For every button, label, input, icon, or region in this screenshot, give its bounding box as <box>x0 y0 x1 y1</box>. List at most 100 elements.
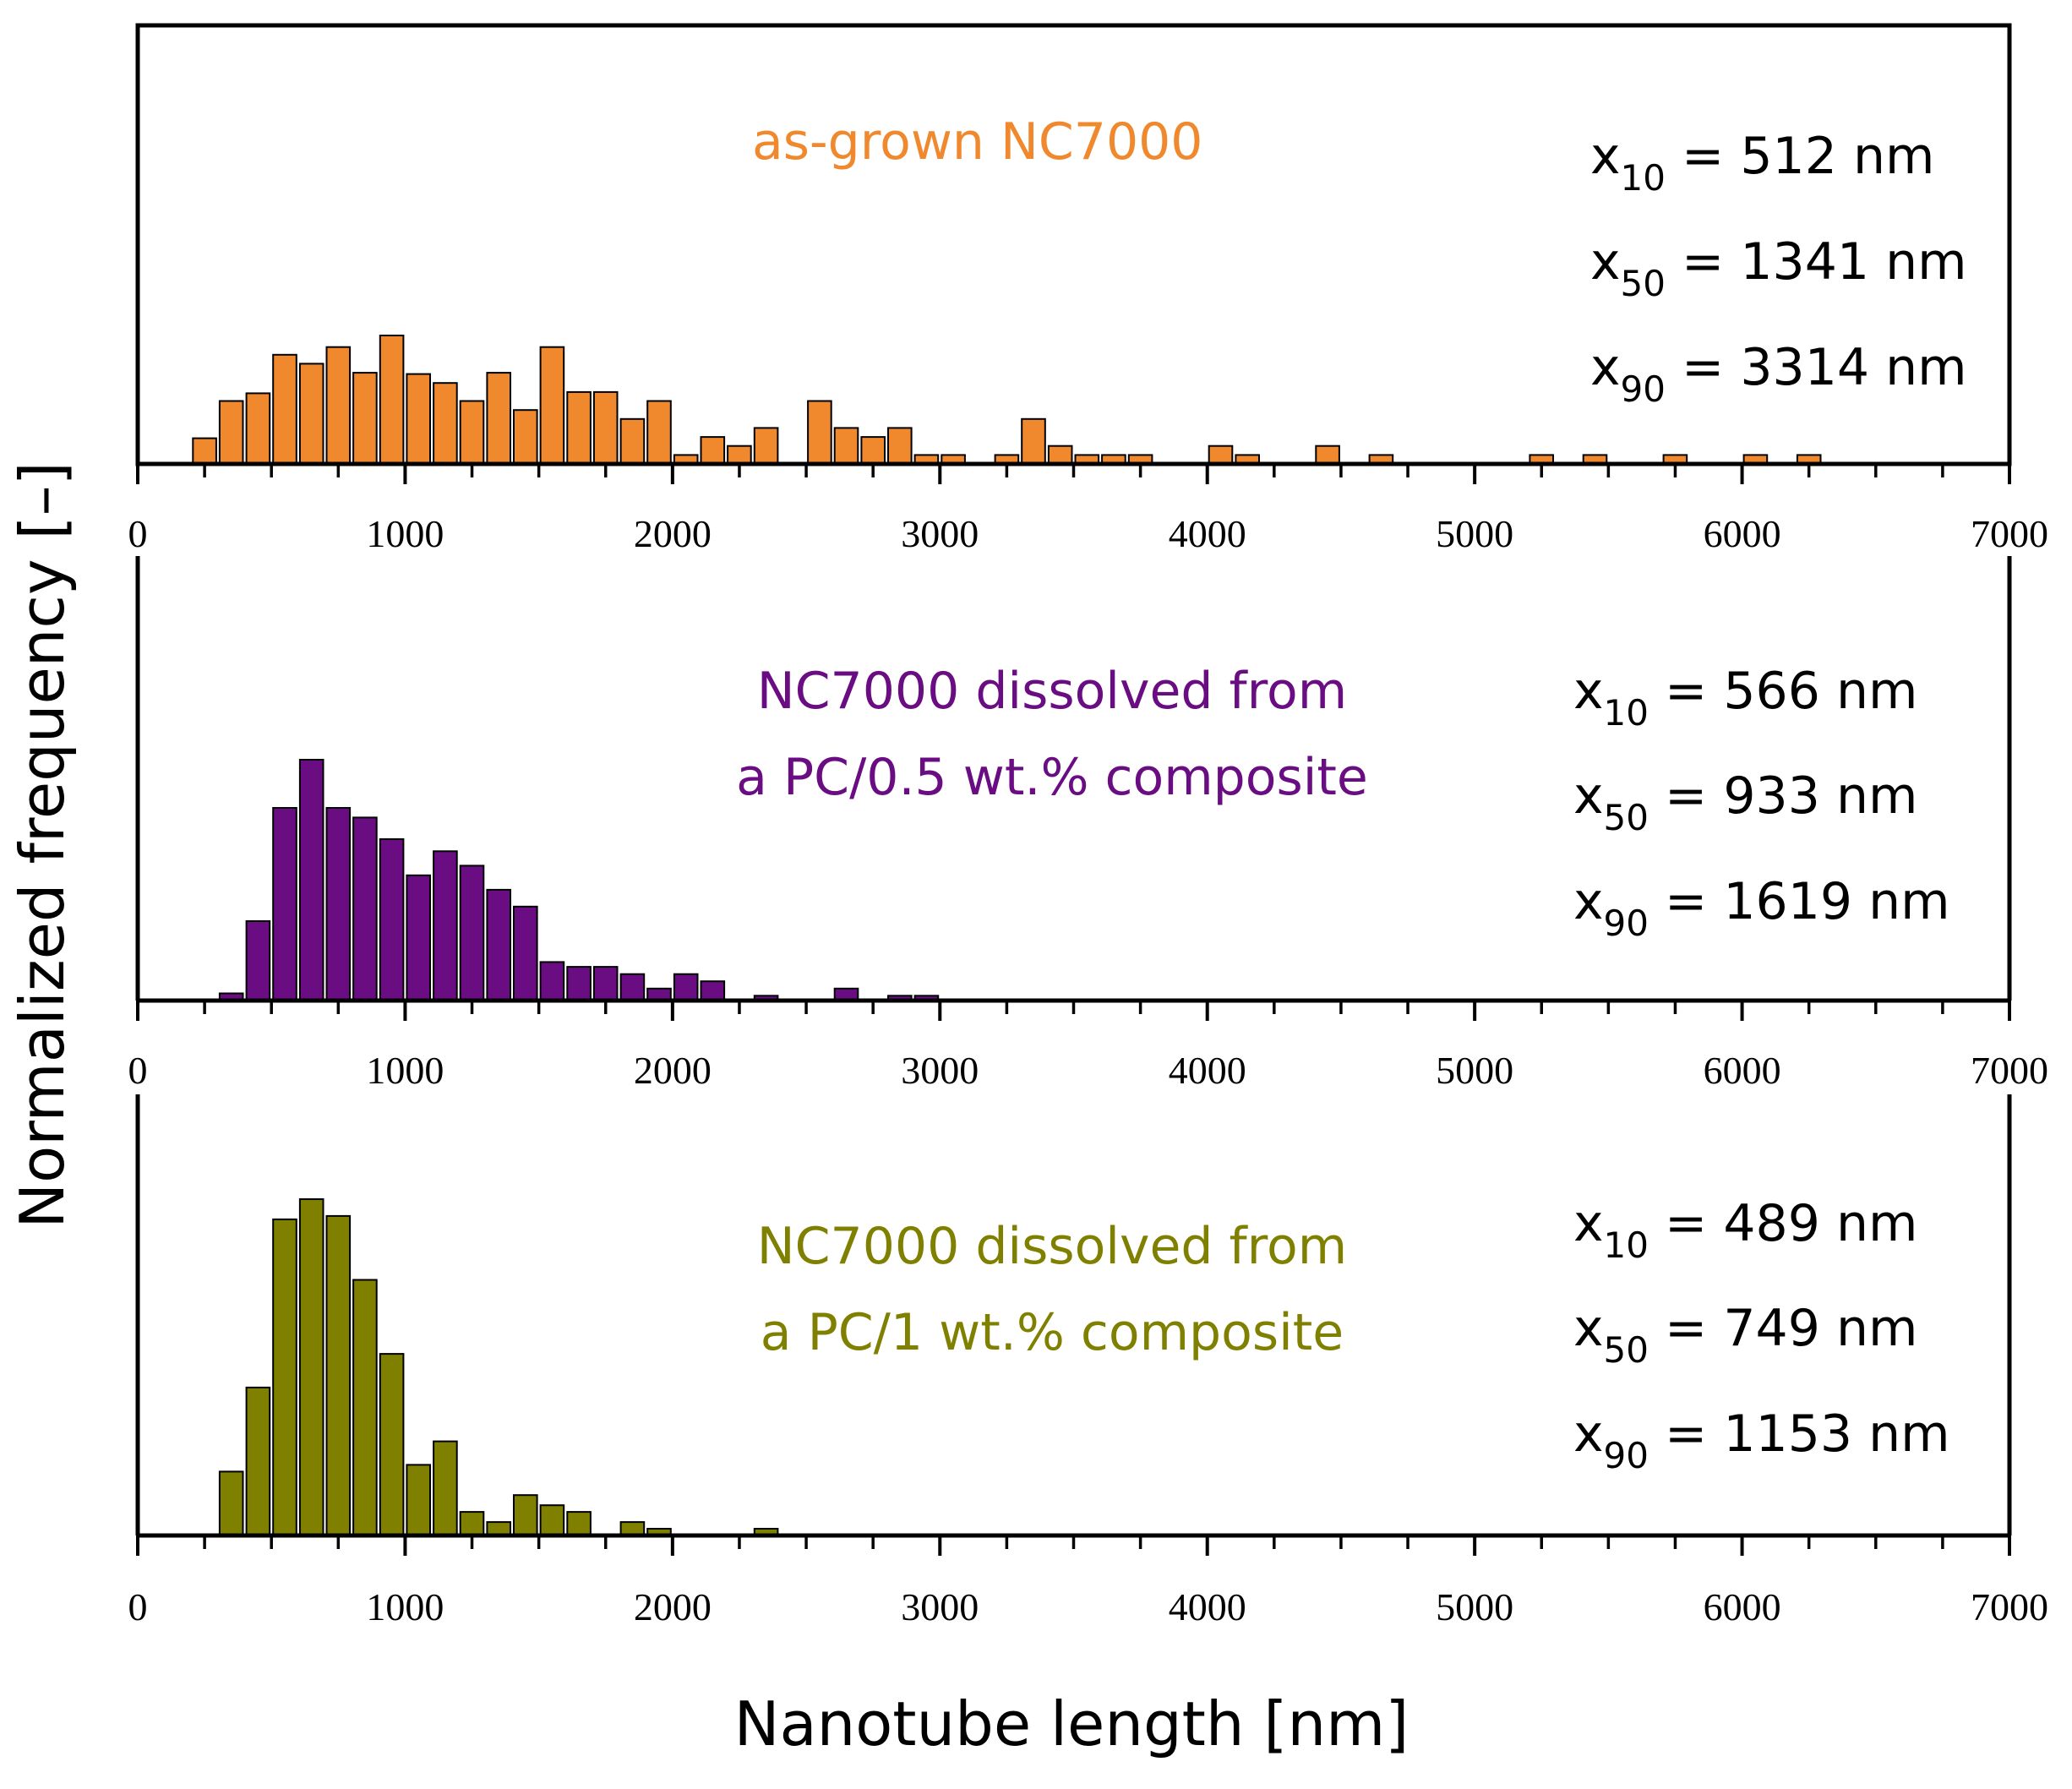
histogram-bar <box>566 390 592 465</box>
percentile-label-x10: x10 = 489 nm <box>1573 1194 1917 1266</box>
x-tick-label: 1000 <box>366 512 444 555</box>
histogram-bar <box>1021 417 1046 465</box>
x-tick-label: 2000 <box>634 1049 712 1092</box>
histogram-bar <box>1315 445 1340 466</box>
histogram-bar <box>192 437 217 465</box>
histogram-bar <box>753 427 779 465</box>
histogram-bar <box>807 400 832 465</box>
x-axis-title: Nanotube length [nm] <box>734 1688 1410 1759</box>
histogram-bar <box>513 905 538 1002</box>
x-tick-label: 2000 <box>634 1585 712 1628</box>
histogram-bar <box>352 816 378 1002</box>
sample-annotation: NC7000 dissolved from <box>757 1217 1347 1276</box>
histogram-bar <box>513 409 538 466</box>
histogram-bar <box>566 1511 592 1536</box>
sample-annotation: as-grown NC7000 <box>752 112 1202 172</box>
histogram-bar <box>352 372 378 466</box>
histogram-bar <box>1208 445 1234 466</box>
percentile-label-x90: x90 = 1619 nm <box>1573 872 1950 944</box>
histogram-bar <box>887 427 913 465</box>
x-tick-label: 2000 <box>634 512 712 555</box>
x-tick-label: 3000 <box>901 512 979 555</box>
percentile-label-x90: x90 = 1153 nm <box>1573 1404 1950 1476</box>
y-axis-title: Normalized frequency [–] <box>7 461 78 1228</box>
x-tick-label: 6000 <box>1704 1585 1781 1628</box>
x-tick-label: 3000 <box>901 1585 979 1628</box>
histogram-bar <box>433 382 458 466</box>
percentile-label-x50: x50 = 749 nm <box>1573 1299 1917 1371</box>
histogram-bar <box>218 400 244 465</box>
histogram-bar <box>272 353 297 465</box>
histogram-bar <box>486 372 512 466</box>
histogram-bar <box>406 373 431 466</box>
histogram-bar <box>298 363 324 465</box>
histogram-bar <box>298 1198 324 1536</box>
histogram-bar <box>566 966 592 1001</box>
histogram-bar <box>619 417 646 465</box>
histogram-bar <box>352 1279 378 1536</box>
histogram-bar <box>539 961 565 1002</box>
histogram-bar <box>646 400 672 465</box>
histogram-bar <box>433 1440 458 1536</box>
x-tick-label: 7000 <box>1971 512 2048 555</box>
x-tick-label: 7000 <box>1971 1585 2048 1628</box>
histogram-bar <box>218 1470 244 1537</box>
histogram-bar <box>433 850 458 1001</box>
panels: 0 1000 2000 3000 4000 5000 6000 7000 as-grown NC… <box>128 112 2049 1628</box>
histogram-bar <box>298 759 324 1001</box>
x-tick-label: 0 <box>128 1049 148 1092</box>
histogram-bar <box>459 865 485 1002</box>
x-tick-label: 3000 <box>901 1049 979 1092</box>
histogram-bar <box>592 390 619 465</box>
histogram-bar <box>245 1386 271 1537</box>
histogram-bar <box>833 427 859 465</box>
histogram-bar <box>459 400 485 465</box>
x-tick-label: 4000 <box>1169 512 1246 555</box>
percentile-label-x50: x50 = 1341 nm <box>1590 232 1967 304</box>
histogram-bar <box>619 973 646 1002</box>
histogram-bar <box>379 1353 405 1536</box>
histogram-bar <box>272 807 297 1001</box>
x-tick-label: 0 <box>128 1585 148 1628</box>
x-tick-label: 5000 <box>1436 512 1513 555</box>
panel-2: 0 1000 2000 3000 4000 5000 6000 7000 NC7000 diss… <box>128 662 2049 1092</box>
sample-annotation: a PC/0.5 wt.% composite <box>736 748 1368 807</box>
histogram-bar <box>459 1511 485 1536</box>
histogram-bar <box>700 980 726 1001</box>
histogram-bar <box>245 920 271 1002</box>
histogram-bar <box>325 1214 352 1537</box>
histogram-bar <box>592 966 619 1001</box>
histogram-bar <box>513 1494 538 1536</box>
histogram-bar <box>406 1464 431 1537</box>
histogram-bar <box>539 1504 565 1536</box>
histogram-bar <box>245 392 271 465</box>
x-tick-label: 1000 <box>366 1049 444 1092</box>
panel-1: 0 1000 2000 3000 4000 5000 6000 7000 as-grown NC… <box>128 112 2049 555</box>
histogram-bar <box>1047 445 1073 466</box>
histogram-bar <box>325 807 352 1001</box>
histogram-bar <box>379 838 405 1001</box>
percentile-label-x90: x90 = 3314 nm <box>1590 338 1967 410</box>
x-tick-label: 1000 <box>366 1585 444 1628</box>
histogram-bar <box>272 1218 297 1537</box>
histogram-bar <box>673 973 699 1002</box>
percentile-label-x10: x10 = 512 nm <box>1590 127 1934 199</box>
histogram-bar <box>486 888 512 1002</box>
x-tick-label: 5000 <box>1436 1585 1513 1628</box>
histogram-bar <box>325 346 352 466</box>
histogram-bar <box>379 335 405 465</box>
x-tick-label: 4000 <box>1169 1585 1246 1628</box>
percentile-label-x10: x10 = 566 nm <box>1573 662 1917 734</box>
x-tick-label: 4000 <box>1169 1049 1246 1092</box>
x-tick-label: 5000 <box>1436 1049 1513 1092</box>
histogram-bar <box>727 445 752 466</box>
x-tick-label: 6000 <box>1704 512 1781 555</box>
histogram-bar <box>539 346 565 466</box>
x-tick-label: 0 <box>128 512 148 555</box>
panel-3: 0 1000 2000 3000 4000 5000 6000 7000 NC7000 diss… <box>128 1194 2049 1628</box>
sample-annotation: a PC/1 wt.% composite <box>761 1303 1344 1362</box>
histogram-bar <box>700 436 726 465</box>
sample-annotation: NC7000 dissolved from <box>757 662 1347 721</box>
percentile-label-x50: x50 = 933 nm <box>1573 766 1917 838</box>
